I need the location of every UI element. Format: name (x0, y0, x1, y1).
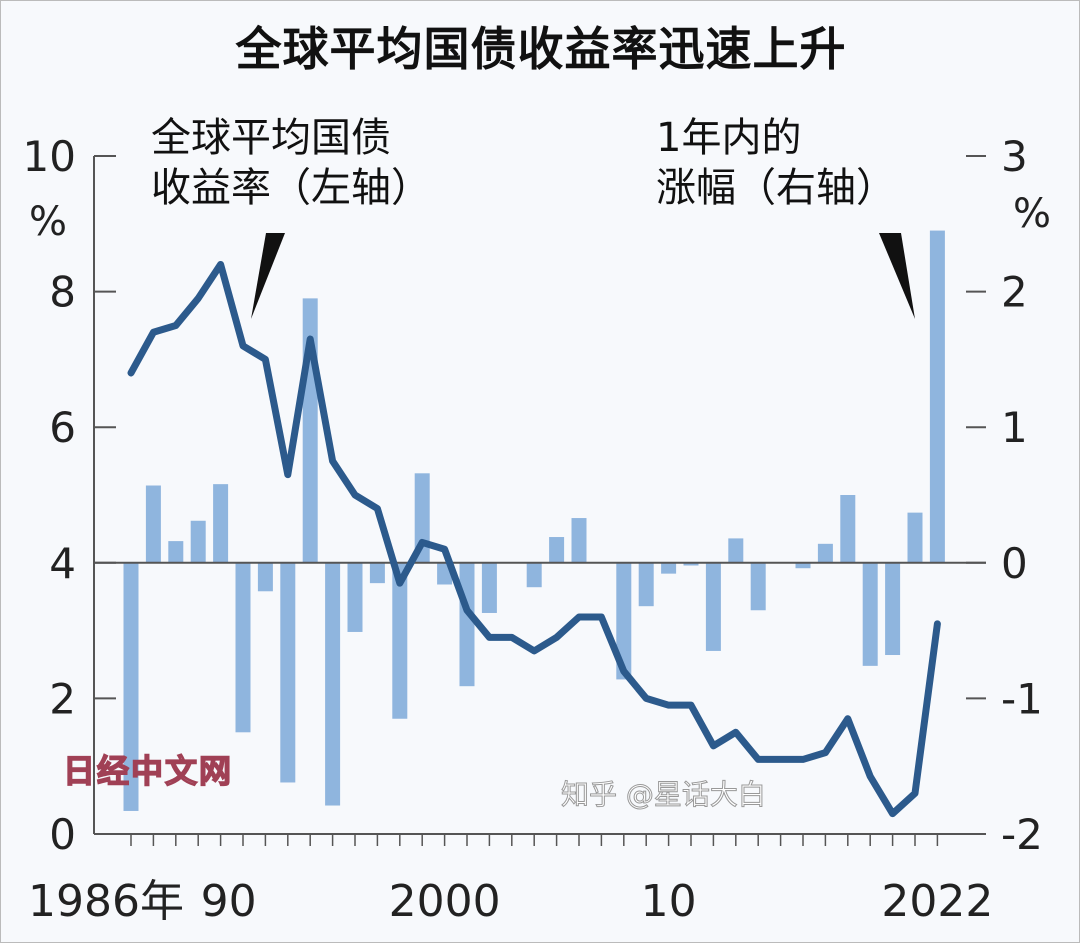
left-tick-label: 10 (23, 132, 76, 181)
bar-2011 (683, 562, 699, 566)
right-tick-label: -1 (1001, 674, 1043, 723)
bar-1986 (123, 562, 139, 811)
source-watermark: 日经中文网 (62, 751, 234, 791)
bar-2001 (459, 562, 475, 687)
bar-1991 (235, 562, 251, 733)
yield-line (127, 260, 941, 818)
bar-2014 (750, 562, 766, 611)
left-tick-label: 2 (49, 674, 76, 723)
bar-annotation-pointer (879, 233, 915, 319)
x-tick-label: 1986年 (28, 876, 184, 927)
bar-2013 (728, 538, 744, 563)
bar-2002 (481, 562, 497, 613)
platform-watermark: 知乎 @星话大白 (561, 778, 767, 812)
bar-2005 (549, 537, 565, 563)
bar-2016 (795, 562, 811, 569)
left-tick-label: 0 (49, 810, 76, 859)
left-tick-label: 8 (49, 268, 76, 317)
bar-1998 (392, 562, 408, 719)
x-tick-label: 2000 (389, 876, 501, 927)
right-tick-label: 3 (1001, 132, 1028, 181)
left-tick-label: 4 (49, 539, 76, 588)
bar-series-annotation: 1年内的 涨幅（右轴） (656, 115, 896, 211)
bar-2004 (526, 562, 542, 588)
right-tick-label: -2 (1001, 810, 1043, 859)
left-tick-label: 6 (49, 403, 76, 452)
bar-1993 (280, 562, 296, 783)
right-tick-label: 0 (1001, 539, 1028, 588)
right-tick-label: 2 (1001, 268, 1028, 317)
bar-1987 (145, 485, 161, 563)
bar-2019 (862, 562, 878, 666)
bar-2010 (661, 562, 677, 574)
line-series-annotation: 全球平均国债 收益率（左轴） (151, 115, 431, 211)
x-tick-label: 90 (201, 876, 257, 927)
bar-1995 (325, 562, 341, 806)
bar-1989 (190, 520, 206, 563)
bar-2006 (571, 518, 587, 563)
bar-2008 (616, 562, 632, 680)
bar-2009 (638, 562, 654, 607)
bar-2021 (907, 512, 923, 563)
x-tick-label: 10 (641, 876, 697, 927)
x-tick-label: 2022 (881, 876, 993, 927)
bar-2012 (705, 562, 721, 651)
right-axis-unit: % (1013, 191, 1052, 237)
bar-2018 (840, 495, 856, 563)
bar-1988 (168, 541, 184, 563)
bar-2017 (817, 543, 833, 563)
bar-1990 (213, 484, 229, 563)
bar-2022 (929, 230, 945, 563)
chart-title: 全球平均国债收益率迅速上升 (235, 22, 847, 76)
bar-1992 (257, 562, 273, 592)
bar-2020 (885, 562, 901, 656)
right-tick-label: 1 (1001, 403, 1028, 452)
bar-1996 (347, 562, 363, 632)
bar-1997 (369, 562, 385, 584)
line-annotation-pointer (251, 233, 285, 319)
left-axis-unit: % (29, 199, 68, 245)
